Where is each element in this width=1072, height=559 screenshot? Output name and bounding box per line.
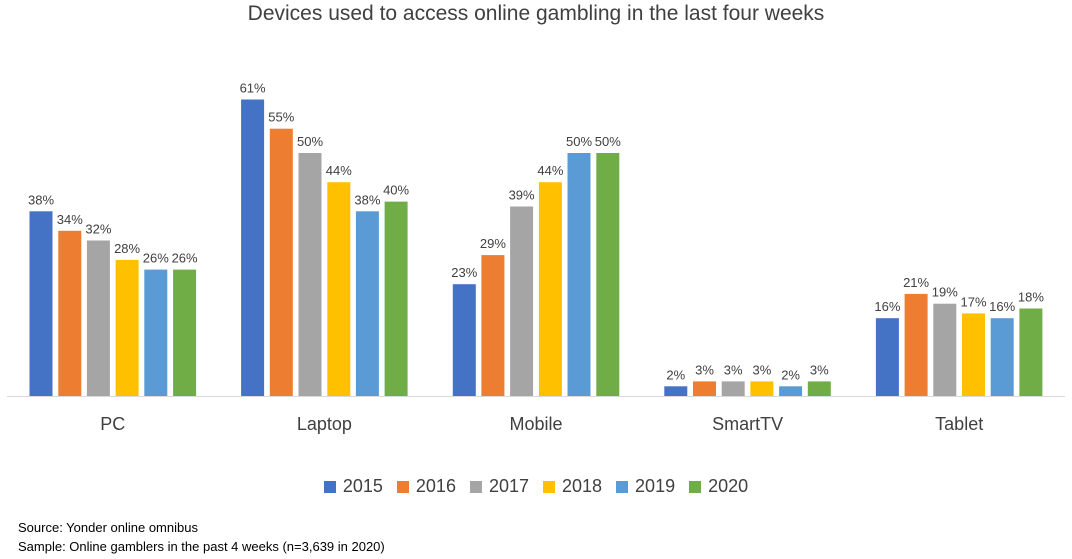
data-label-tablet-2019: 16% bbox=[989, 299, 1015, 314]
data-label-laptop-2016: 55% bbox=[268, 110, 294, 125]
bar-laptop-2017 bbox=[298, 153, 322, 396]
category-label-mobile: Mobile bbox=[509, 414, 562, 434]
data-label-tablet-2016: 21% bbox=[903, 275, 929, 290]
legend-item-2019: 2019 bbox=[616, 476, 675, 497]
data-label-mobile-2015: 23% bbox=[451, 265, 477, 280]
bar-tablet-2017 bbox=[933, 303, 957, 396]
bar-laptop-2016 bbox=[269, 128, 293, 396]
bar-smarttv-2016 bbox=[693, 381, 716, 396]
data-label-mobile-2017: 39% bbox=[509, 188, 535, 203]
data-label-laptop-2019: 38% bbox=[354, 192, 380, 207]
bar-smarttv-2020 bbox=[807, 381, 831, 396]
data-label-laptop-2018: 44% bbox=[326, 163, 352, 178]
legend-swatch bbox=[543, 480, 555, 493]
legend-label: 2016 bbox=[415, 476, 456, 496]
data-label-tablet-2018: 17% bbox=[960, 294, 986, 309]
category-label-tablet: Tablet bbox=[935, 414, 983, 434]
data-label-smarttv-2019: 2% bbox=[781, 367, 800, 382]
bar-smarttv-2018 bbox=[750, 381, 774, 396]
bar-mobile-2018 bbox=[538, 182, 562, 396]
data-label-mobile-2016: 29% bbox=[480, 236, 506, 251]
data-label-laptop-2015: 61% bbox=[240, 81, 266, 96]
data-label-laptop-2017: 50% bbox=[297, 134, 323, 149]
data-label-pc-2020: 26% bbox=[172, 251, 198, 266]
data-label-smarttv-2016: 3% bbox=[695, 362, 714, 377]
sample-note: Sample: Online gamblers in the past 4 we… bbox=[18, 539, 385, 554]
bar-tablet-2018 bbox=[962, 313, 985, 396]
chart-notes: Source: Yonder online omnibus Sample: On… bbox=[18, 518, 385, 556]
source-note: Source: Yonder online omnibus bbox=[18, 520, 198, 535]
bar-smarttv-2015 bbox=[664, 386, 688, 396]
legend-swatch bbox=[469, 480, 482, 493]
data-label-smarttv-2018: 3% bbox=[753, 362, 772, 377]
legend-item-2017: 2017 bbox=[469, 476, 529, 497]
data-label-pc-2015: 38% bbox=[28, 192, 54, 207]
chart-title: Devices used to access online gambling i… bbox=[247, 2, 825, 25]
bar-pc-2018 bbox=[115, 259, 139, 396]
legend-label: 2018 bbox=[562, 476, 603, 496]
bar-mobile-2017 bbox=[510, 206, 534, 396]
bar-laptop-2015 bbox=[241, 99, 265, 396]
legend-swatch bbox=[616, 480, 629, 493]
category-label-pc: PC bbox=[100, 414, 125, 434]
legend-item-2020: 2020 bbox=[689, 476, 748, 497]
bar-laptop-2018 bbox=[327, 182, 351, 396]
legend-swatch bbox=[323, 480, 336, 493]
bar-tablet-2019 bbox=[990, 318, 1014, 396]
data-label-mobile-2019: 50% bbox=[566, 134, 592, 149]
data-label-pc-2018: 28% bbox=[114, 241, 140, 256]
data-label-mobile-2018: 44% bbox=[537, 163, 563, 178]
bar-tablet-2015 bbox=[875, 318, 899, 396]
bar-smarttv-2017 bbox=[721, 381, 745, 396]
chart-legend: 2015 2016 2017 2018 2019 2020 bbox=[0, 476, 1072, 497]
bar-mobile-2019 bbox=[567, 153, 591, 396]
data-label-pc-2017: 32% bbox=[85, 222, 111, 237]
data-label-tablet-2017: 19% bbox=[932, 285, 958, 300]
legend-label: 2020 bbox=[708, 476, 749, 496]
bar-pc-2020 bbox=[173, 269, 197, 396]
bar-laptop-2019 bbox=[355, 211, 379, 396]
bar-tablet-2020 bbox=[1019, 308, 1043, 396]
legend-swatch bbox=[396, 480, 409, 493]
legend-item-2018: 2018 bbox=[543, 476, 602, 497]
bar-smarttv-2019 bbox=[779, 386, 803, 396]
legend-item-2016: 2016 bbox=[396, 476, 456, 497]
bar-pc-2017 bbox=[86, 240, 110, 396]
bar-mobile-2015 bbox=[452, 284, 476, 396]
data-label-tablet-2020: 18% bbox=[1018, 290, 1044, 305]
data-label-smarttv-2017: 3% bbox=[724, 362, 743, 377]
bar-mobile-2020 bbox=[596, 153, 620, 396]
bar-laptop-2020 bbox=[384, 201, 408, 396]
legend-swatch bbox=[689, 480, 702, 493]
data-label-pc-2019: 26% bbox=[143, 251, 169, 266]
data-label-laptop-2020: 40% bbox=[383, 183, 409, 198]
legend-item-2015: 2015 bbox=[323, 476, 383, 497]
data-label-tablet-2015: 16% bbox=[874, 299, 900, 314]
data-label-mobile-2020: 50% bbox=[595, 134, 621, 149]
data-label-pc-2016: 34% bbox=[57, 212, 83, 227]
bar-pc-2016 bbox=[58, 230, 82, 396]
bar-mobile-2016 bbox=[481, 255, 505, 396]
bar-pc-2015 bbox=[29, 211, 53, 396]
bar-tablet-2016 bbox=[904, 293, 928, 396]
legend-label: 2017 bbox=[488, 476, 529, 496]
bar-pc-2019 bbox=[144, 269, 168, 396]
data-label-smarttv-2020: 3% bbox=[810, 362, 829, 377]
legend-label: 2015 bbox=[342, 476, 383, 496]
category-label-laptop: Laptop bbox=[297, 414, 352, 434]
data-label-smarttv-2015: 2% bbox=[666, 367, 685, 382]
category-label-smarttv: SmartTV bbox=[712, 414, 783, 434]
legend-label: 2019 bbox=[635, 476, 676, 496]
